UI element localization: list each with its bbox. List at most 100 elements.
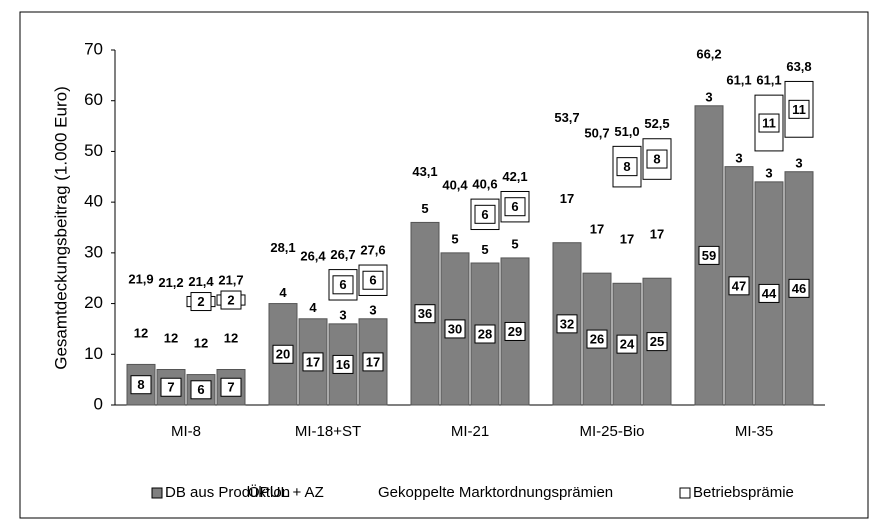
segment-label: 25 (650, 334, 664, 349)
segment-label: 6 (481, 207, 488, 222)
total-label: 53,7 (554, 110, 579, 125)
segment-label-box (414, 304, 436, 324)
y-tick-label: 70 (84, 39, 103, 58)
segment-label: 17 (650, 227, 664, 242)
segment-label: 4 (309, 300, 317, 315)
segment-label: 6 (369, 273, 376, 288)
total-label: 50,7 (584, 125, 609, 140)
segment-label-box (474, 324, 496, 344)
total-label: 26,7 (330, 247, 355, 262)
total-label: 21,7 (218, 272, 243, 287)
y-tick-label: 0 (94, 394, 103, 413)
y-tick-label: 20 (84, 293, 103, 312)
legend-label: Betriebsprämie (693, 484, 794, 501)
y-tick-label: 60 (84, 90, 103, 109)
segment-label: 7 (167, 380, 174, 395)
total-label: 21,9 (128, 271, 153, 286)
segment-label: 5 (511, 237, 518, 252)
segment-label: 59 (702, 248, 716, 263)
segment-label-box (302, 352, 324, 372)
segment-label-box (788, 278, 810, 298)
segment-label: 3 (795, 156, 802, 171)
segment-label-box (788, 99, 810, 119)
segment-label: 32 (560, 316, 574, 331)
segment-label: 46 (792, 281, 806, 296)
segment-label: 17 (560, 191, 574, 206)
segment-label: 2 (227, 292, 234, 307)
segment-label: 20 (276, 347, 290, 362)
segment-label-box (586, 329, 608, 349)
segment-label-box (444, 319, 466, 339)
total-label: 27,6 (360, 242, 385, 257)
segment-label: 16 (336, 357, 350, 372)
segment-label-box (190, 380, 212, 400)
total-label: 52,5 (644, 116, 669, 131)
y-axis-label: Gesamtdeckungsbeitrag (1.000 Euro) (51, 86, 70, 370)
total-label: 21,4 (188, 274, 214, 289)
y-tick-label: 50 (84, 141, 103, 160)
y-tick-label: 10 (84, 344, 103, 363)
segment-label-box (504, 197, 526, 217)
total-label: 43,1 (412, 164, 437, 179)
segment-label: 2 (197, 294, 204, 309)
segment-label-box (758, 283, 780, 303)
segment-label: 17 (306, 354, 320, 369)
segment-label: 6 (339, 277, 346, 292)
legend-swatch (151, 487, 163, 499)
segment-label: 12 (164, 331, 178, 346)
x-tick-label: MI-18+ST (295, 423, 361, 440)
segment-label: 17 (620, 232, 634, 247)
total-label: 40,6 (472, 177, 497, 192)
legend-label: Gekoppelte Marktordnungsprämien (378, 484, 613, 501)
segment-label-box (362, 352, 384, 372)
total-label: 26,4 (300, 249, 326, 264)
segment-label-box (556, 314, 578, 334)
segment-label: 12 (194, 336, 208, 351)
x-tick-label: MI-21 (451, 423, 489, 440)
total-label: 42,1 (502, 169, 527, 184)
legend-swatch (679, 487, 691, 499)
segment-label: 11 (792, 102, 806, 117)
total-label: 40,4 (442, 178, 468, 193)
segment-label: 3 (765, 166, 772, 181)
total-label: 61,1 (756, 73, 781, 88)
segment-label: 5 (481, 242, 488, 257)
segment-label-box (362, 270, 384, 290)
segment-label: 17 (366, 354, 380, 369)
segment-label-box (160, 377, 182, 397)
segment-label: 26 (590, 332, 604, 347)
segment-label-box (646, 332, 668, 352)
segment-label-box (220, 290, 242, 310)
segment-label-box (698, 245, 720, 265)
segment-label: 3 (369, 303, 376, 318)
segment-label-box (474, 204, 496, 224)
segment-label-box (332, 354, 354, 374)
segment-label-box (728, 276, 750, 296)
segment-label-box (190, 292, 212, 312)
legend-label: DB aus Produktion (165, 484, 290, 501)
segment-label-box (504, 321, 526, 341)
segment-label: 28 (478, 326, 492, 341)
total-label: 21,2 (158, 275, 183, 290)
segment-label: 3 (339, 308, 346, 323)
segment-label: 5 (451, 232, 458, 247)
segment-label-box (332, 275, 354, 295)
segment-label: 30 (448, 321, 462, 336)
segment-label-box (758, 113, 780, 133)
segment-label: 44 (762, 286, 777, 301)
segment-label: 29 (508, 324, 522, 339)
y-tick-label: 30 (84, 242, 103, 261)
total-label: 66,2 (696, 47, 721, 62)
x-tick-label: MI-25-Bio (579, 423, 644, 440)
segment-label: 7 (227, 380, 234, 395)
segment-label-box (272, 344, 294, 364)
segment-label-box (220, 377, 242, 397)
segment-label: 8 (623, 159, 630, 174)
segment-label: 6 (197, 382, 204, 397)
total-label: 63,8 (786, 59, 811, 74)
x-tick-label: MI-8 (171, 423, 201, 440)
segment-label-box (130, 375, 152, 395)
segment-label: 6 (511, 199, 518, 214)
x-tick-label: MI-35 (735, 423, 773, 440)
